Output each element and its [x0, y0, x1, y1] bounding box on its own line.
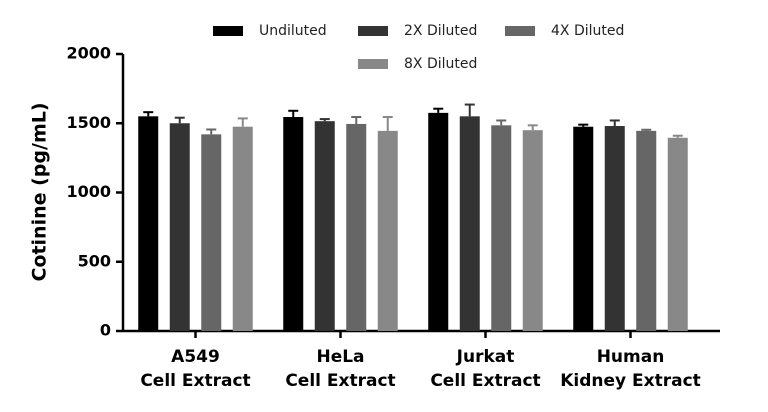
bar	[573, 126, 594, 332]
legend-swatch	[358, 59, 388, 69]
legend-label: 8X Diluted	[404, 56, 477, 72]
y-tick-label: 2000	[66, 44, 111, 63]
x-tick-label: Cell Extract	[430, 371, 540, 391]
bar	[522, 130, 543, 331]
bar	[346, 123, 367, 331]
x-tick-label: HeLa	[316, 347, 364, 367]
bar	[201, 134, 222, 331]
bar	[314, 121, 335, 331]
bar	[169, 123, 190, 331]
y-tick-label: 500	[78, 251, 111, 270]
x-tick-label: Cell Extract	[140, 371, 250, 391]
legend-swatch	[213, 26, 243, 36]
legend-label: 2X Diluted	[404, 23, 477, 39]
legend-label: 4X Diluted	[551, 23, 624, 39]
y-tick-label: 0	[100, 321, 111, 340]
bar	[604, 126, 625, 332]
x-tick-label: A549	[171, 347, 220, 367]
bar	[138, 116, 159, 331]
x-tick-label: Human	[597, 347, 665, 367]
legend-label: Undiluted	[259, 23, 327, 39]
bar	[377, 130, 398, 331]
y-tick-label: 1000	[66, 182, 111, 201]
bar	[232, 126, 253, 332]
x-tick-label: Jurkat	[456, 347, 515, 367]
y-tick-label: 1500	[66, 113, 111, 132]
legend-swatch	[505, 26, 535, 36]
bar	[459, 116, 480, 331]
bar	[636, 130, 657, 331]
bar	[283, 117, 304, 331]
legend-swatch	[358, 26, 388, 36]
y-axis-title: Cotinine (pg/mL)	[29, 102, 51, 281]
bar	[667, 137, 688, 331]
bar	[491, 125, 512, 331]
x-tick-label: Kidney Extract	[560, 371, 701, 391]
x-tick-label: Cell Extract	[285, 371, 395, 391]
bar	[428, 112, 449, 331]
